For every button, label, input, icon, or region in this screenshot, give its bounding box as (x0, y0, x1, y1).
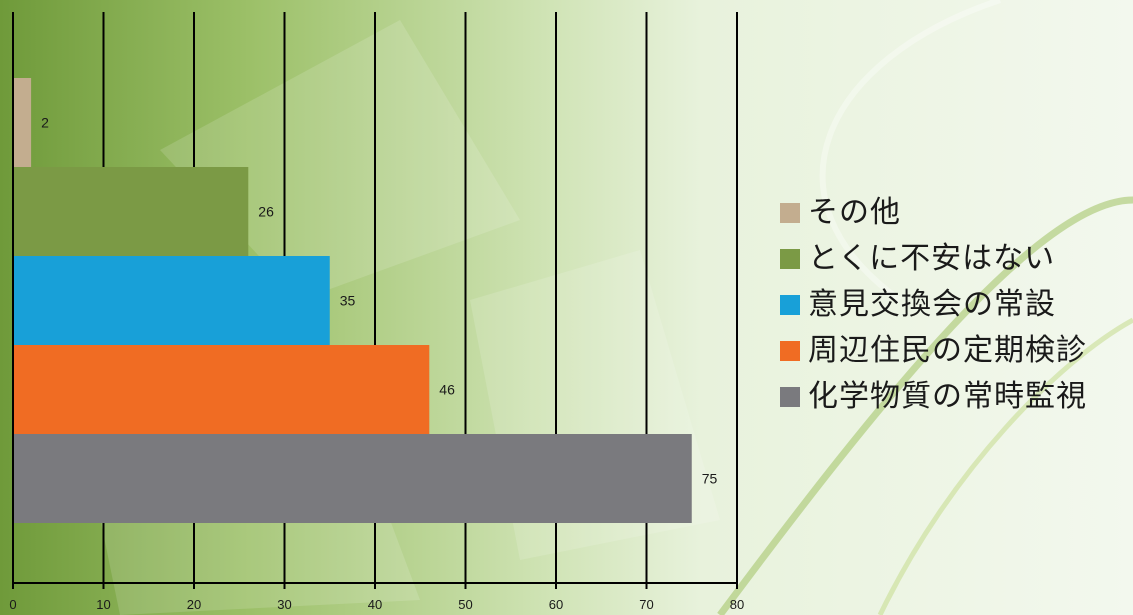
legend-item: とくに不安はない (780, 236, 1087, 282)
bar (13, 78, 32, 167)
data-label: 26 (258, 204, 274, 220)
bar (13, 256, 330, 345)
data-label: 35 (340, 293, 356, 309)
legend: その他とくに不安はない 意見交換会の常設 周辺住民の定期検診 化学物質の常時監視 (780, 190, 1087, 420)
legend-item: 意見交換会の常設 (780, 282, 1087, 328)
x-tick-label: 0 (9, 597, 16, 612)
data-label: 2 (41, 115, 49, 131)
legend-item: 周辺住民の定期検診 (780, 328, 1087, 374)
x-tick-label: 80 (730, 597, 744, 612)
data-labels: 2 26 35 46 75 (41, 115, 717, 487)
legend-swatch (780, 203, 800, 223)
x-axis: 0 10 20 30 40 50 60 70 80 (9, 12, 744, 612)
x-tick-label: 70 (639, 597, 653, 612)
legend-label: 意見交換会の常設 (808, 287, 1056, 322)
legend-label: 周辺住民の定期検診 (808, 333, 1087, 368)
legend-label: 化学物質の常時監視 (808, 379, 1087, 414)
x-tick-label: 30 (277, 597, 291, 612)
bar (13, 167, 249, 256)
legend-label: とくに不安はない (808, 241, 1056, 276)
data-label: 46 (439, 382, 455, 398)
legend-swatch (780, 295, 800, 315)
legend-swatch (780, 341, 800, 361)
x-tick-label: 60 (549, 597, 563, 612)
x-tick-label: 50 (458, 597, 472, 612)
bar (13, 345, 430, 434)
legend-label: その他 (808, 195, 901, 230)
x-tick-label: 10 (96, 597, 110, 612)
bars (13, 78, 692, 523)
legend-swatch (780, 387, 800, 407)
x-tick-label: 40 (368, 597, 382, 612)
data-label: 75 (702, 471, 718, 487)
legend-item: 化学物質の常時監視 (780, 374, 1087, 420)
x-tick-label: 20 (187, 597, 201, 612)
legend-item: その他 (780, 190, 1087, 236)
legend-swatch (780, 249, 800, 269)
bar (13, 434, 692, 523)
